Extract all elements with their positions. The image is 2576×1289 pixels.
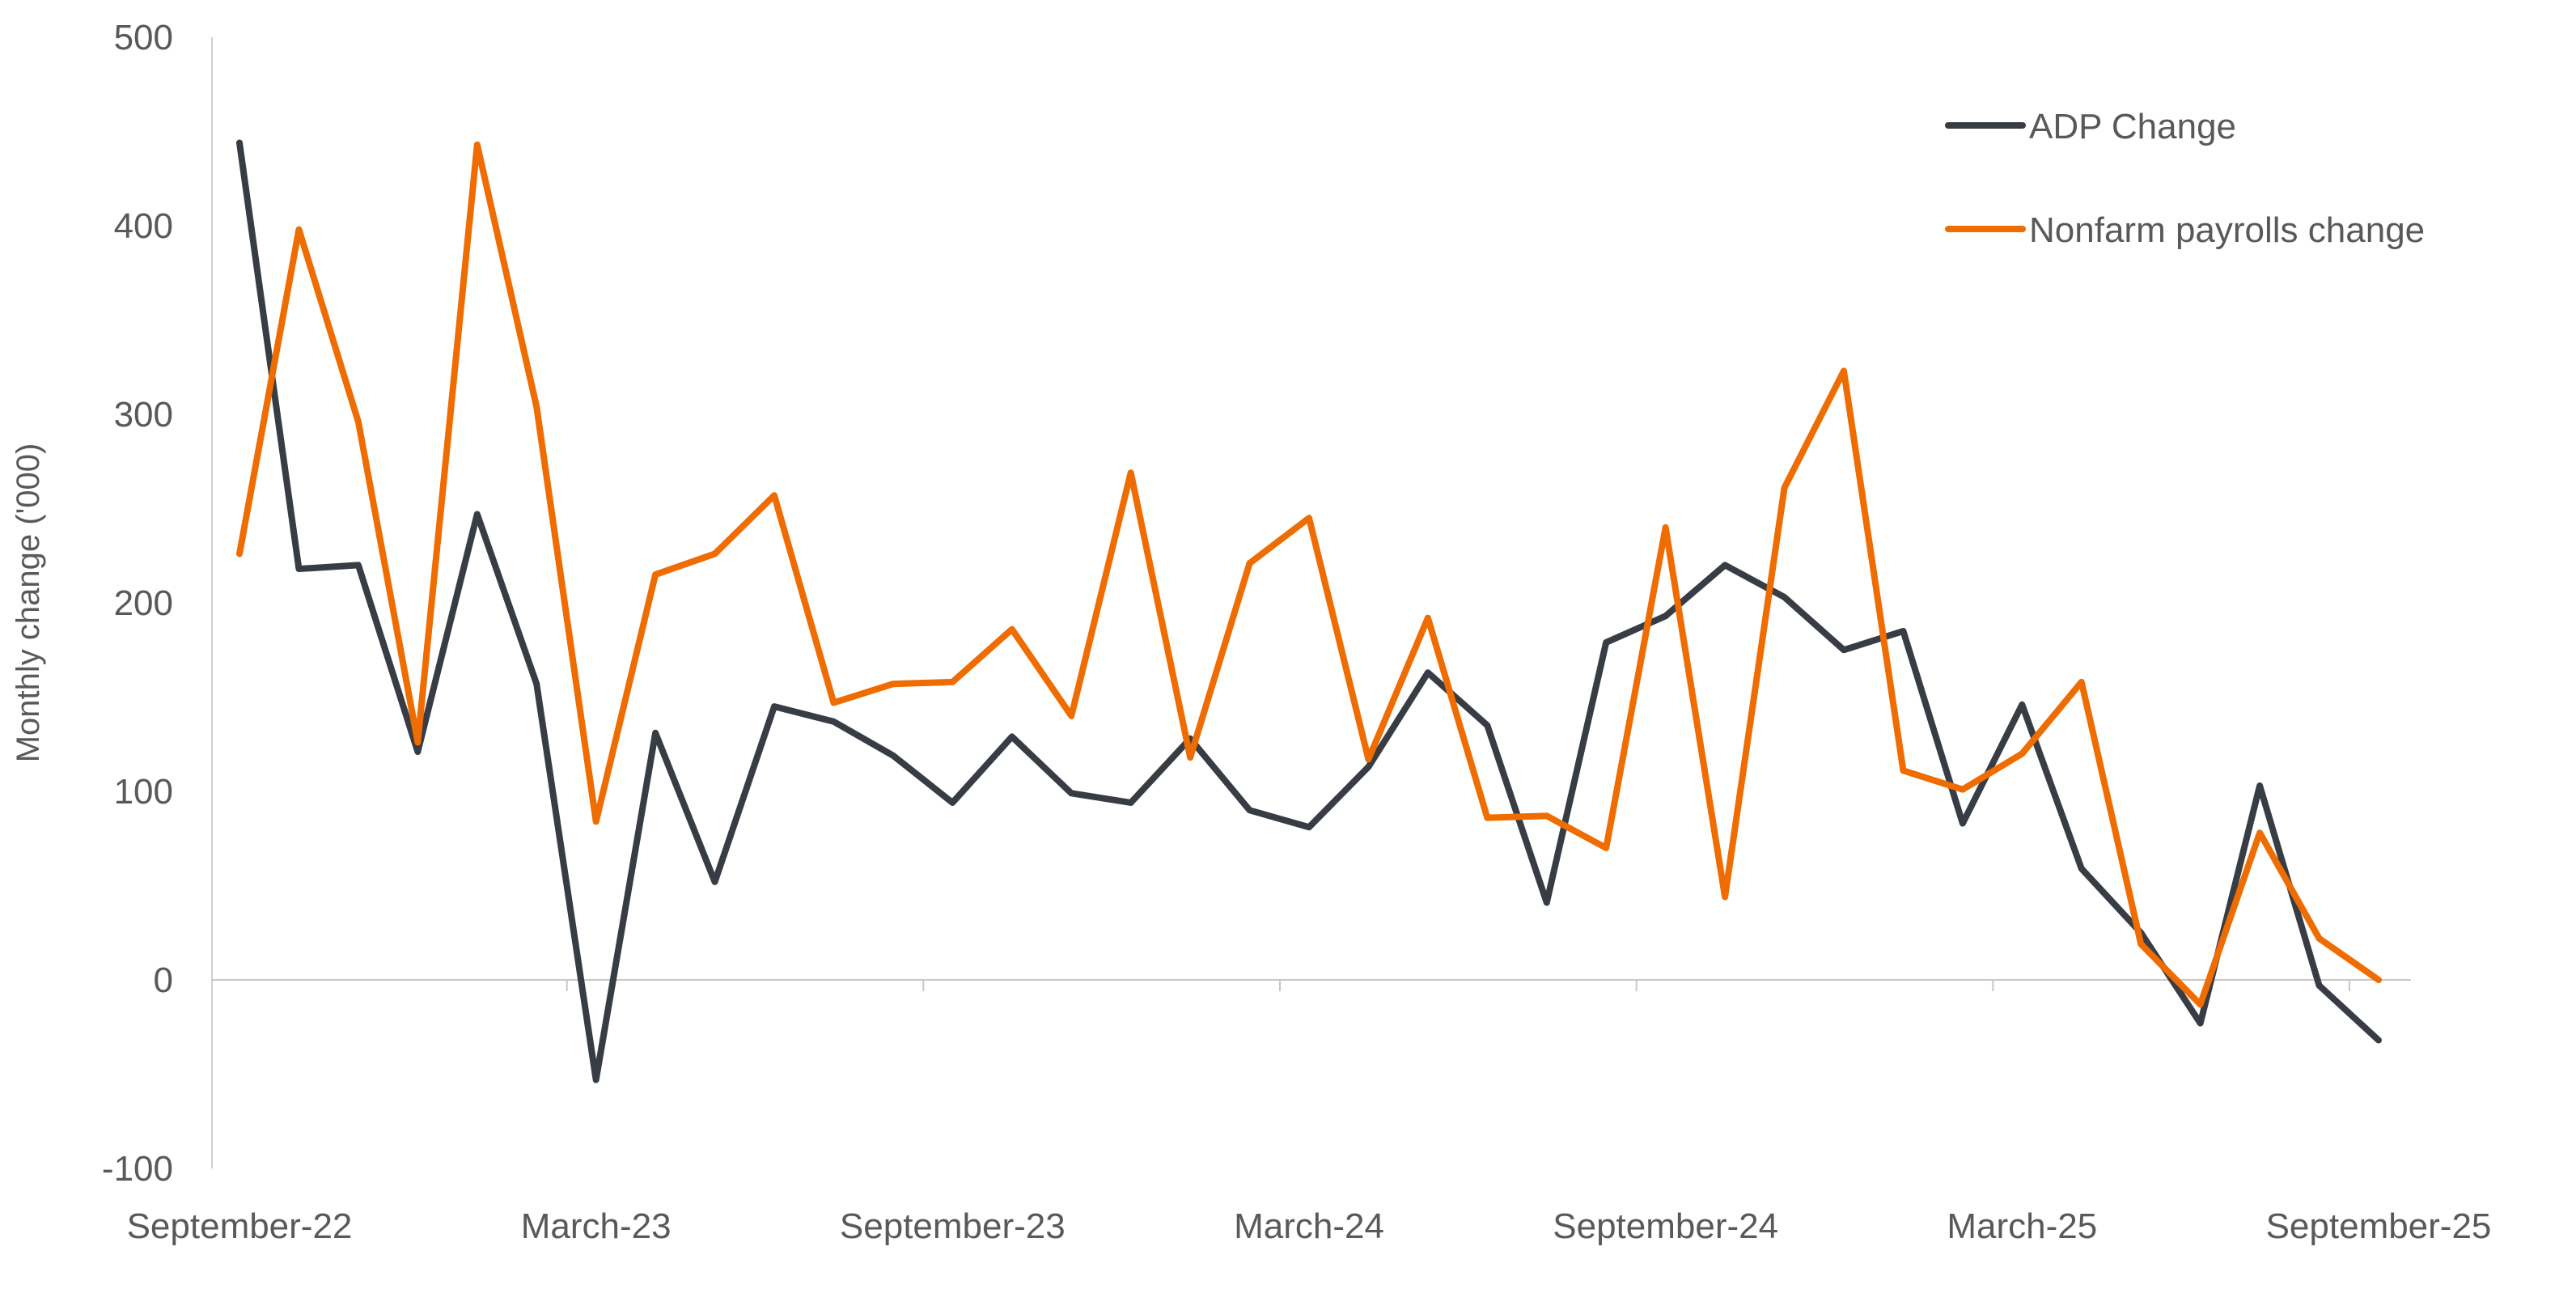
x-tick-marks — [566, 980, 2350, 991]
legend: ADP Change Nonfarm payrolls change — [1945, 107, 2425, 250]
x-tick-label: September-23 — [840, 1206, 1066, 1246]
x-tick-label: September-25 — [2266, 1206, 2492, 1246]
y-tick-labels: 500 400 300 200 100 0 -100 — [102, 18, 173, 1189]
y-tick-label: 400 — [114, 206, 173, 246]
series-lines — [236, 139, 2382, 1083]
x-tick-label: September-24 — [1553, 1206, 1778, 1246]
y-axis-title: Monthly change ('000) — [11, 443, 46, 763]
y-tick-label: -100 — [102, 1149, 173, 1189]
y-tick-label: 300 — [114, 395, 173, 435]
y-tick-label: 100 — [114, 772, 173, 812]
x-tick-label: March-23 — [521, 1206, 672, 1246]
series-line-adp — [236, 139, 2382, 1083]
y-tick-label: 500 — [114, 18, 173, 57]
x-tick-labels: September-22 March-23 September-23 March-24… — [127, 1206, 2492, 1246]
y-tick-label: 0 — [154, 960, 173, 1000]
y-tick-label: 200 — [114, 583, 173, 623]
x-tick-label: March-24 — [1234, 1206, 1384, 1246]
legend-label: ADP Change — [2029, 107, 2236, 146]
x-tick-label: September-22 — [127, 1206, 353, 1246]
legend-label: Nonfarm payrolls change — [2029, 210, 2425, 250]
x-tick-label: March-25 — [1947, 1206, 2097, 1246]
series-line-nonfarm — [236, 141, 2382, 1008]
